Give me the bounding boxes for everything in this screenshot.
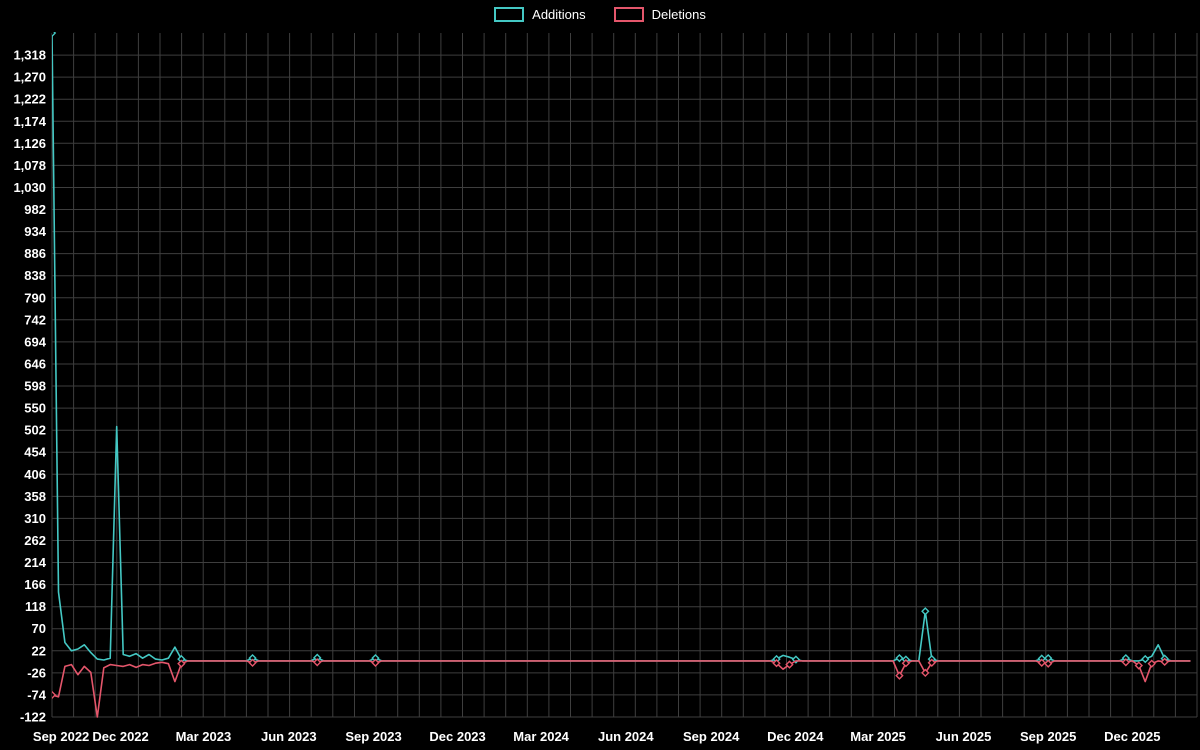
svg-text:-26: -26: [27, 665, 46, 680]
svg-text:1,078: 1,078: [13, 158, 46, 173]
svg-text:982: 982: [24, 202, 46, 217]
deletions-swatch-icon: [613, 7, 644, 22]
svg-text:406: 406: [24, 467, 46, 482]
svg-text:358: 358: [24, 489, 46, 504]
svg-text:Mar 2024: Mar 2024: [513, 729, 569, 744]
svg-text:Mar 2025: Mar 2025: [850, 729, 906, 744]
svg-text:214: 214: [24, 555, 46, 570]
legend-item-deletions[interactable]: Deletions: [613, 7, 706, 22]
svg-text:694: 694: [24, 334, 46, 349]
svg-text:Jun 2024: Jun 2024: [598, 729, 654, 744]
legend-label-deletions: Deletions: [651, 7, 706, 22]
svg-text:1,030: 1,030: [13, 180, 46, 195]
svg-text:118: 118: [25, 599, 46, 614]
svg-text:790: 790: [24, 290, 46, 305]
svg-text:742: 742: [24, 312, 46, 327]
svg-text:Dec 2022: Dec 2022: [92, 729, 148, 744]
svg-text:934: 934: [24, 224, 46, 239]
svg-text:Dec 2025: Dec 2025: [1104, 729, 1160, 744]
svg-text:502: 502: [24, 423, 46, 438]
svg-text:886: 886: [24, 246, 46, 261]
svg-text:70: 70: [32, 621, 46, 636]
svg-text:1,174: 1,174: [13, 114, 46, 129]
svg-text:838: 838: [24, 268, 46, 283]
svg-text:646: 646: [24, 357, 46, 372]
svg-text:454: 454: [24, 445, 46, 460]
svg-text:Jun 2023: Jun 2023: [261, 729, 317, 744]
svg-text:-74: -74: [27, 687, 47, 702]
svg-text:1,270: 1,270: [13, 70, 46, 85]
legend-label-additions: Additions: [532, 7, 586, 22]
svg-text:1,222: 1,222: [13, 92, 46, 107]
svg-text:310: 310: [24, 511, 46, 526]
svg-text:550: 550: [24, 401, 46, 416]
svg-text:Sep 2022: Sep 2022: [33, 729, 89, 744]
svg-text:Dec 2023: Dec 2023: [429, 729, 485, 744]
svg-text:1,318: 1,318: [13, 48, 46, 63]
svg-text:262: 262: [24, 533, 46, 548]
svg-text:1,126: 1,126: [13, 136, 46, 151]
svg-text:Jun 2025: Jun 2025: [936, 729, 992, 744]
svg-text:Sep 2025: Sep 2025: [1020, 729, 1076, 744]
svg-text:22: 22: [32, 643, 46, 658]
svg-text:Sep 2024: Sep 2024: [683, 729, 740, 744]
additions-swatch-icon: [494, 7, 525, 22]
svg-text:Dec 2024: Dec 2024: [767, 729, 824, 744]
svg-text:598: 598: [24, 379, 46, 394]
svg-text:Sep 2023: Sep 2023: [345, 729, 401, 744]
svg-text:Mar 2023: Mar 2023: [176, 729, 232, 744]
svg-text:166: 166: [24, 577, 46, 592]
svg-text:-122: -122: [20, 710, 46, 725]
legend-item-additions[interactable]: Additions: [494, 7, 586, 22]
chart-legend: Additions Deletions: [0, 7, 1200, 22]
